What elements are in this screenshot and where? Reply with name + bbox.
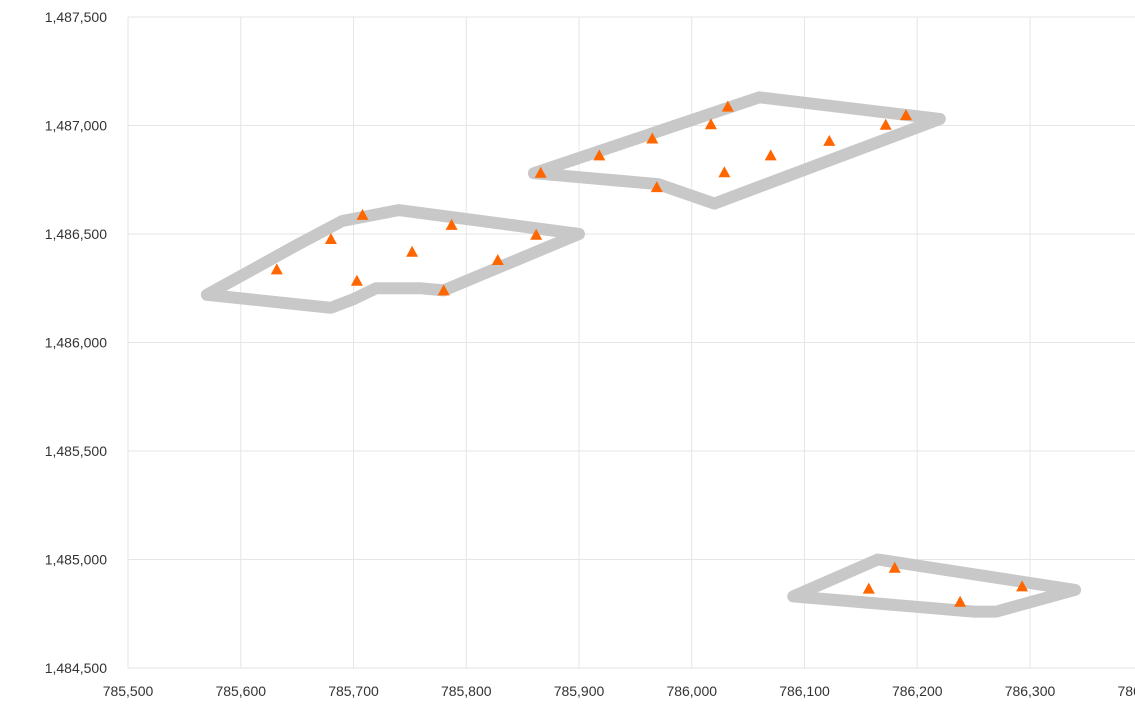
data-point-18	[880, 119, 892, 130]
x-tick-label-5: 786,000	[666, 683, 717, 699]
data-point-16	[765, 149, 777, 160]
x-tick-label-6: 786,100	[779, 683, 830, 699]
boundary-polygon-2	[793, 560, 1075, 612]
x-tick-label-2: 785,700	[328, 683, 379, 699]
data-point-4	[406, 246, 418, 257]
y-tick-label-5: 1,485,000	[45, 552, 107, 568]
x-tick-label-8: 786,300	[1005, 683, 1056, 699]
y-axis-ticks: 1,487,500 1,487,000 1,486,500 1,486,000 1,48…	[45, 9, 107, 676]
y-tick-label-4: 1,485,500	[45, 443, 107, 459]
x-tick-label-1: 785,600	[215, 683, 266, 699]
data-point-7	[492, 254, 504, 265]
boundary-polygons	[207, 97, 1075, 611]
y-tick-label-6: 1,484,500	[45, 660, 107, 676]
data-point-14	[718, 166, 730, 177]
boundary-polygon-0	[207, 210, 579, 308]
y-tick-label-3: 1,486,000	[45, 335, 107, 351]
x-tick-label-7: 786,200	[892, 683, 943, 699]
data-point-20	[863, 583, 875, 594]
x-tick-label-4: 785,900	[554, 683, 605, 699]
x-axis-ticks: 785,500 785,600 785,700 785,800 785,900 786,0…	[103, 683, 1135, 699]
x-tick-label-0: 785,500	[103, 683, 154, 699]
data-point-3	[351, 275, 363, 286]
x-tick-label-3: 785,800	[441, 683, 492, 699]
y-tick-label-1: 1,487,000	[45, 118, 107, 134]
boundary-polygon-1	[534, 97, 940, 203]
data-point-22	[954, 596, 966, 607]
data-markers	[271, 101, 1028, 607]
x-tick-label-9: 786,400	[1117, 683, 1135, 699]
y-tick-label-2: 1,486,500	[45, 226, 107, 242]
y-tick-label-0: 1,487,500	[45, 9, 107, 25]
data-point-17	[823, 135, 835, 146]
